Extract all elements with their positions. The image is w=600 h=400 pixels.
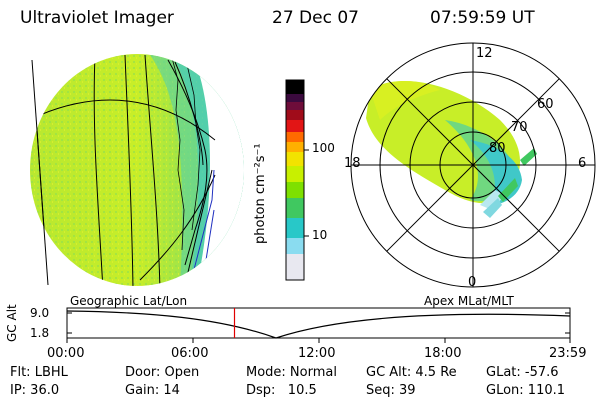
info-gc-alt: GC Alt: 4.5 Re: [366, 365, 457, 380]
info-door: Door: Open: [125, 365, 200, 380]
lat-label-70: 70: [511, 120, 528, 135]
info-glon: GLon: 110.1: [486, 383, 566, 398]
time-label: 07:59:59 UT: [430, 8, 535, 28]
date-label: 27 Dec 07: [272, 8, 359, 28]
lat-label-80: 80: [489, 141, 506, 156]
mlt-label-18: 18: [344, 156, 361, 171]
polar-plot: [350, 42, 596, 288]
xtick-0000: 00:00: [47, 346, 85, 361]
earth-image: [30, 54, 244, 286]
info-dsp: Dsp: 10.5: [246, 383, 317, 398]
colorbar-label: photon cm⁻²s⁻¹: [253, 143, 268, 244]
mlt-label-12: 12: [476, 46, 493, 61]
info-gain: Gain: 14: [125, 383, 180, 398]
info-mode: Mode: Normal: [246, 365, 337, 380]
info-seq: Seq: 39: [366, 383, 416, 398]
apex-title: Apex MLat/MLT: [424, 294, 514, 308]
geographic-title: Geographic Lat/Lon: [70, 294, 188, 308]
info-filter: Flt: LBHL: [10, 365, 68, 380]
colorbar-tick-100: 100: [312, 141, 335, 155]
altitude-time-panel: [66, 307, 571, 343]
mlt-label-6: 6: [578, 156, 587, 171]
info-ip: IP: 36.0: [10, 383, 60, 398]
mlt-label-0: 0: [468, 275, 477, 290]
ytick-1-8: 1.8: [30, 326, 50, 340]
xtick-1200: 12:00: [298, 346, 336, 361]
color-bar: [285, 79, 309, 281]
xtick-0600: 06:00: [171, 346, 209, 361]
info-glat: GLat: -57.6: [486, 365, 559, 380]
ytick-9: 9.0: [30, 306, 50, 320]
lat-label-60: 60: [537, 97, 554, 112]
xtick-2359: 23:59: [549, 346, 587, 361]
instrument-title: Ultraviolet Imager: [20, 8, 174, 28]
xtick-1800: 18:00: [424, 346, 462, 361]
gc-alt-axis-label: GC Alt: [5, 304, 19, 342]
colorbar-tick-10: 10: [312, 228, 328, 242]
